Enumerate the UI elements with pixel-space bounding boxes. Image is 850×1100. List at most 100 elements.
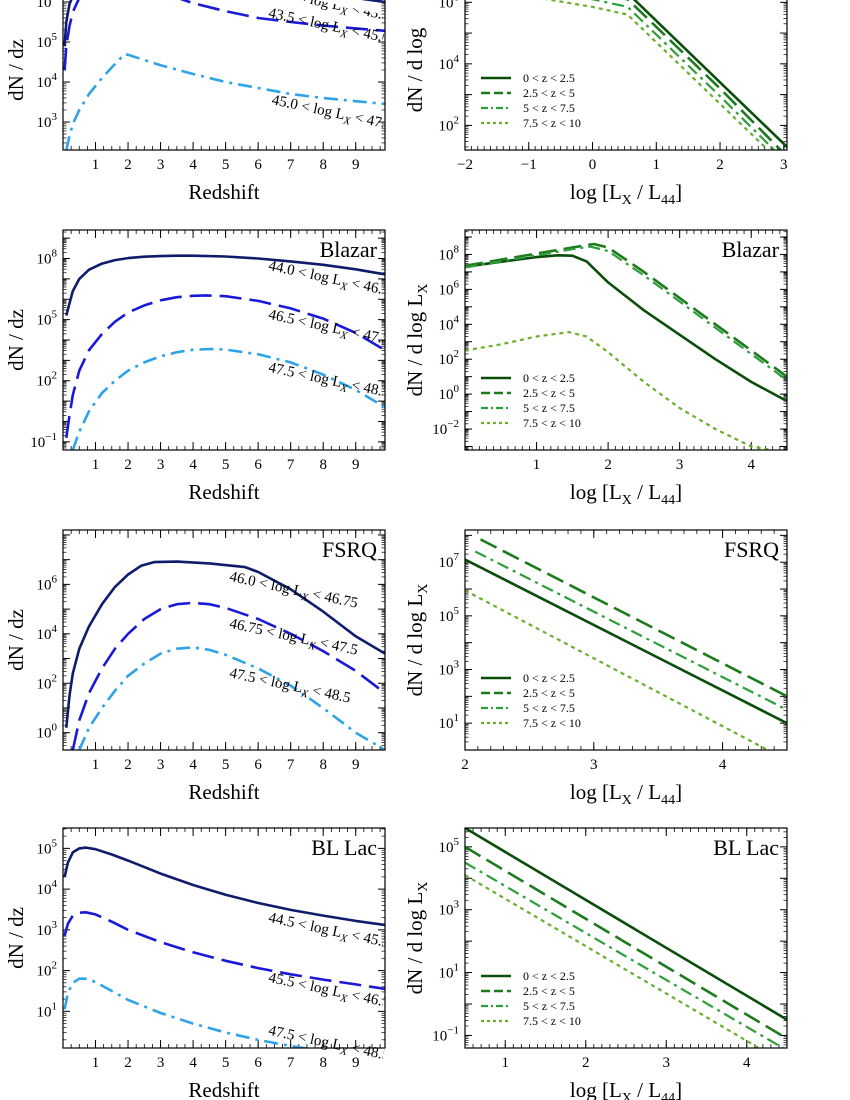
x-tick-label: 5 (222, 1055, 230, 1071)
x-tick-label: 6 (254, 1055, 262, 1071)
series-line-2 (479, 538, 787, 698)
legend-label: 2.5 < z < 5 (523, 686, 575, 700)
x-tick-label: 1 (502, 1055, 510, 1071)
x-tick-label: 7 (287, 157, 295, 173)
plot-frame (62, 827, 386, 1049)
y-tick-label: 107 (439, 551, 460, 571)
series-line-3 (71, 347, 385, 450)
x-axis-title: log [LX / L44] (570, 780, 682, 808)
y-tick-label: 105 (439, 836, 460, 856)
series-line-2 (71, 601, 385, 750)
legend-label: 0 < z < 2.5 (523, 671, 575, 685)
legend-label: 5 < z < 7.5 (523, 999, 575, 1013)
x-axis-title: log [LX / L44] (570, 180, 682, 208)
plot-frame (464, 827, 788, 1049)
x-tick-label: 9 (352, 157, 360, 173)
legend-label: 2.5 < z < 5 (523, 86, 575, 100)
y-tick-label: 106 (37, 573, 58, 593)
x-tick-label: 7 (287, 457, 295, 473)
y-tick-label: 10−1 (432, 1024, 459, 1044)
x-axis-title: Redshift (188, 1078, 259, 1100)
series-line-4 (465, 874, 760, 1048)
series-group (65, 254, 385, 450)
x-tick-label: 1 (92, 1055, 100, 1071)
x-tick-label: 5 (222, 457, 230, 473)
y-tick-label: 104 (439, 313, 460, 333)
series-label-2: 46.5 < log LX < 47.5 (266, 307, 391, 351)
x-tick-label: 3 (157, 1055, 165, 1071)
y-tick-label: 103 (439, 899, 460, 919)
x-tick-label: 2 (124, 1055, 132, 1071)
legend-label: 2.5 < z < 5 (523, 386, 575, 400)
y-tick-label: 102 (439, 348, 460, 368)
series-line-3 (474, 550, 787, 711)
panel-title: BL Lac (311, 835, 377, 860)
series-label-1: 46.0 < log LX < 46.75 (227, 569, 359, 615)
panel-title: FSRQ (724, 537, 779, 562)
y-tick-label: 105 (37, 31, 58, 51)
y-tick-label: 104 (37, 623, 58, 643)
y-tick-label: 108 (439, 243, 460, 263)
y-tick-label: 106 (439, 0, 460, 11)
x-axis-title: Redshift (188, 480, 259, 504)
x-tick-label: 5 (222, 157, 230, 173)
series-group (465, 242, 787, 450)
plot-frame (464, 529, 788, 751)
series-line-2 (65, 294, 385, 438)
legend-label: 2.5 < z < 5 (523, 984, 575, 998)
series-line-1 (465, 254, 787, 403)
series-line-1 (465, 558, 787, 725)
legend-label: 7.5 < z < 10 (523, 116, 581, 130)
legend: 0 < z < 2.52.5 < z < 55 < z < 7.57.5 < z… (481, 371, 581, 430)
x-tick-label: 1 (533, 457, 541, 473)
x-tick-label: 8 (319, 757, 327, 773)
x-tick-label: 4 (719, 757, 727, 773)
x-tick-label: 4 (189, 457, 197, 473)
series-line-4 (465, 589, 769, 750)
x-tick-label: 3 (663, 1055, 671, 1071)
series-group (544, 0, 787, 150)
chart-panel-5: 1 2 3 4 5 6 7 8 9 100 102 104 106 46.0 < log LX < 46.… (4, 529, 386, 804)
x-tick-label: 4 (747, 457, 755, 473)
series-label-3: 47.5 < log LX < 48.5 (227, 665, 352, 709)
series-line-2 (465, 845, 787, 1040)
y-tick-label: 10−1 (30, 431, 57, 451)
series-group (63, 0, 385, 150)
legend-label: 5 < z < 7.5 (523, 701, 575, 715)
y-tick-label: 102 (37, 960, 58, 980)
axis-ticks (62, 230, 385, 451)
series-line-1 (632, 0, 787, 148)
plot-frame (62, 0, 386, 151)
series-line-1 (465, 828, 787, 1021)
panel-title: Blazar (320, 237, 378, 262)
x-tick-label: 3 (590, 757, 598, 773)
axis-ticks (464, 828, 788, 1049)
x-tick-label: 6 (254, 157, 262, 173)
x-tick-label: 3 (780, 157, 788, 173)
y-tick-label: 106 (439, 278, 460, 298)
series-line-2 (63, 0, 385, 71)
y-tick-label: 100 (439, 383, 460, 403)
y-tick-label: 103 (37, 111, 58, 131)
chart-panel-6: 2 3 4 101 103 105 107 0 < z < 2.52.5 < z < 55 <… (403, 529, 788, 808)
y-tick-label: 103 (439, 659, 460, 679)
series-line-3 (65, 52, 385, 150)
series-line-1 (65, 560, 385, 728)
x-tick-label: 1 (92, 157, 100, 173)
y-tick-label: 104 (37, 878, 58, 898)
y-axis-title: dN / d log (403, 27, 427, 112)
x-axis-title: Redshift (188, 180, 259, 204)
chart-panel-4: 1 2 3 4 10−2 100 102 104 106 108 0 < z < 2.52.5 < … (403, 229, 788, 508)
legend-label: 0 < z < 2.5 (523, 371, 575, 385)
x-tick-label: 2 (604, 457, 612, 473)
y-tick-label: 105 (37, 309, 58, 329)
series-line-2 (465, 242, 787, 378)
x-tick-label: 8 (319, 157, 327, 173)
legend: 0 < z < 2.52.5 < z < 55 < z < 7.57.5 < z… (481, 969, 581, 1028)
y-tick-label: 104 (439, 53, 460, 73)
y-tick-label: 102 (439, 114, 460, 134)
panel-title: FSRQ (322, 537, 377, 562)
legend: 0 < z < 2.52.5 < z < 55 < z < 7.57.5 < z… (481, 71, 581, 130)
